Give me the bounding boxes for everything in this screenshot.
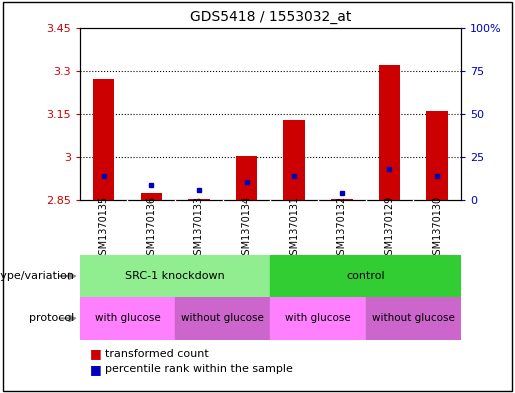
- Bar: [80, 297, 175, 340]
- Text: with glucose: with glucose: [285, 313, 351, 323]
- Bar: [426, 111, 448, 200]
- Text: ■: ■: [90, 363, 102, 376]
- Text: SRC-1 knockdown: SRC-1 knockdown: [125, 271, 225, 281]
- Bar: [80, 255, 270, 297]
- Bar: [283, 120, 305, 200]
- Text: without glucose: without glucose: [372, 313, 455, 323]
- Title: GDS5418 / 1553032_at: GDS5418 / 1553032_at: [190, 10, 351, 24]
- Text: protocol: protocol: [29, 313, 75, 323]
- Text: GSM1370131: GSM1370131: [289, 195, 299, 261]
- Text: with glucose: with glucose: [95, 313, 160, 323]
- Text: GSM1370136: GSM1370136: [146, 195, 156, 261]
- Text: percentile rank within the sample: percentile rank within the sample: [105, 364, 293, 375]
- Text: control: control: [346, 271, 385, 281]
- Text: without glucose: without glucose: [181, 313, 264, 323]
- Text: GSM1370135: GSM1370135: [99, 195, 109, 261]
- Text: GSM1370132: GSM1370132: [337, 195, 347, 261]
- Text: GSM1370133: GSM1370133: [194, 195, 204, 261]
- Bar: [188, 199, 210, 200]
- Bar: [175, 297, 270, 340]
- Text: genotype/variation: genotype/variation: [0, 271, 75, 281]
- Bar: [270, 255, 461, 297]
- Text: ■: ■: [90, 347, 102, 360]
- Bar: [236, 156, 258, 200]
- Bar: [93, 79, 114, 200]
- Bar: [366, 297, 461, 340]
- Bar: [270, 297, 366, 340]
- Text: transformed count: transformed count: [105, 349, 208, 359]
- Text: GSM1370134: GSM1370134: [242, 195, 251, 261]
- Text: GSM1370130: GSM1370130: [432, 195, 442, 261]
- Bar: [379, 65, 400, 200]
- Bar: [141, 193, 162, 200]
- Text: GSM1370129: GSM1370129: [385, 195, 394, 261]
- Bar: [331, 199, 353, 200]
